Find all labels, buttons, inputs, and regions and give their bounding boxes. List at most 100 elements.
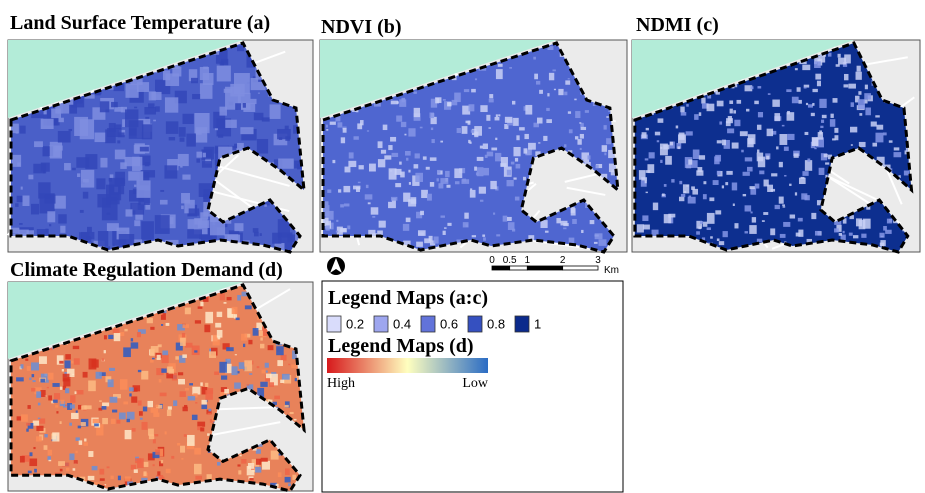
texture-patch: [431, 128, 433, 130]
texture-patch: [245, 305, 252, 309]
texture-patch: [443, 99, 446, 101]
texture-patch: [73, 346, 79, 349]
texture-patch: [157, 355, 161, 360]
texture-patch: [69, 129, 73, 131]
texture-patch: [179, 127, 186, 137]
texture-patch: [184, 434, 187, 437]
texture-patch: [129, 387, 134, 391]
texture-patch: [528, 143, 536, 150]
texture-patch: [875, 133, 883, 143]
texture-patch: [83, 192, 88, 199]
texture-patch: [205, 312, 213, 323]
texture-patch: [217, 312, 223, 317]
texture-patch: [110, 397, 118, 403]
texture-patch: [587, 155, 590, 159]
texture-patch: [114, 107, 123, 112]
texture-patch: [27, 405, 30, 409]
texture-patch: [665, 156, 672, 165]
texture-patch: [423, 156, 427, 159]
scale-segment: [492, 266, 510, 270]
texture-patch: [858, 99, 865, 109]
scale-label: 3: [595, 255, 601, 266]
texture-patch: [543, 136, 547, 141]
texture-patch: [56, 411, 58, 413]
texture-patch: [642, 132, 647, 138]
texture-patch: [367, 130, 369, 131]
texture-patch: [147, 318, 153, 323]
texture-patch: [779, 134, 787, 145]
texture-patch: [703, 194, 707, 199]
texture-patch: [519, 127, 525, 130]
texture-patch: [391, 101, 398, 105]
texture-patch: [515, 158, 518, 162]
texture-patch: [839, 233, 842, 236]
texture-patch: [125, 157, 141, 166]
texture-patch: [290, 412, 294, 414]
texture-patch: [568, 78, 570, 79]
texture-patch: [167, 410, 171, 416]
texture-patch: [221, 375, 227, 379]
texture-patch: [678, 134, 686, 143]
texture-patch: [797, 87, 801, 92]
texture-patch: [75, 451, 77, 453]
texture-patch: [25, 359, 28, 361]
texture-patch: [752, 217, 756, 222]
north-arrow: [327, 257, 345, 275]
texture-patch: [804, 87, 807, 89]
texture-patch: [580, 134, 584, 139]
texture-patch: [49, 224, 51, 226]
texture-patch: [58, 131, 71, 143]
texture-patch: [861, 234, 866, 238]
texture-patch: [859, 142, 866, 147]
texture-patch: [98, 231, 108, 246]
texture-patch: [39, 356, 47, 364]
texture-patch: [248, 340, 252, 344]
texture-patch: [707, 104, 715, 112]
texture-patch: [262, 117, 270, 121]
texture-patch: [757, 150, 759, 154]
texture-patch: [187, 229, 202, 238]
texture-patch: [843, 84, 848, 87]
texture-patch: [201, 400, 206, 405]
texture-patch: [431, 139, 434, 143]
texture-patch: [421, 190, 428, 198]
texture-patch: [493, 213, 495, 215]
texture-patch: [850, 127, 857, 133]
texture-patch: [782, 125, 785, 127]
texture-patch: [796, 233, 801, 237]
texture-patch: [585, 110, 589, 113]
texture-patch: [271, 451, 279, 460]
texture-patch: [20, 126, 26, 134]
texture-patch: [180, 446, 185, 453]
texture-patch: [131, 465, 136, 470]
texture-patch: [722, 140, 726, 146]
texture-patch: [889, 140, 893, 142]
panel-title: Climate Regulation Demand (d): [10, 259, 283, 281]
texture-patch: [31, 204, 39, 215]
texture-patch: [20, 364, 23, 368]
texture-patch: [815, 231, 821, 236]
texture-patch: [418, 230, 426, 236]
texture-patch: [420, 211, 424, 215]
texture-patch: [569, 129, 573, 133]
texture-patch: [45, 229, 48, 233]
texture-patch: [21, 187, 23, 190]
texture-patch: [838, 54, 841, 58]
texture-patch: [489, 94, 493, 98]
texture-patch: [509, 67, 512, 69]
texture-patch: [856, 72, 862, 80]
texture-patch: [694, 114, 698, 120]
texture-patch: [107, 466, 110, 468]
texture-patch: [240, 455, 242, 457]
texture-patch: [159, 379, 162, 382]
texture-patch: [65, 354, 71, 359]
texture-patch: [88, 476, 95, 480]
texture-patch: [772, 100, 779, 107]
texture-patch: [195, 320, 201, 323]
texture-patch: [879, 233, 884, 238]
texture-patch: [60, 421, 62, 424]
texture-patch: [132, 428, 136, 432]
texture-patch: [574, 99, 576, 101]
texture-patch: [208, 409, 211, 412]
texture-patch: [292, 475, 296, 480]
